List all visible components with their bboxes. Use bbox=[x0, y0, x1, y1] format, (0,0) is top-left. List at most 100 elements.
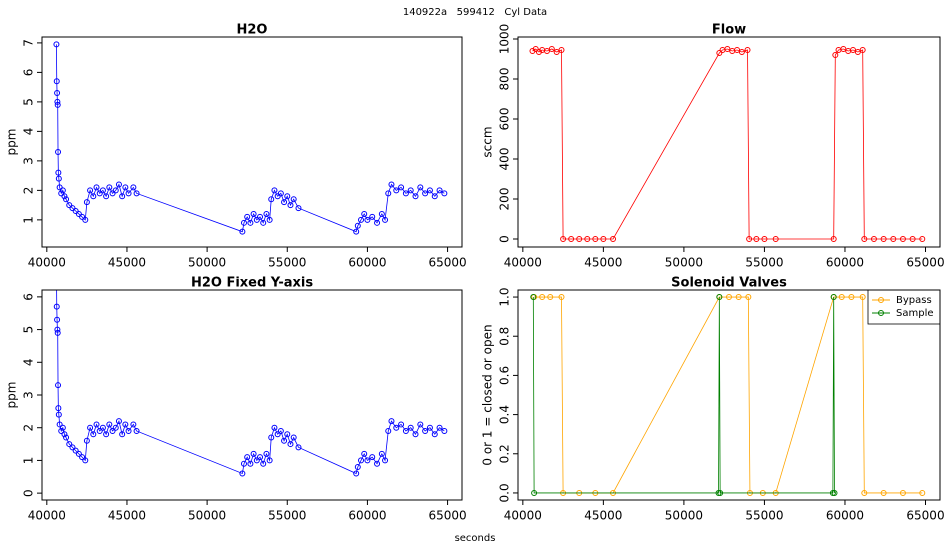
data-point bbox=[830, 294, 837, 301]
y-tick-label: 600 bbox=[498, 108, 512, 131]
data-point bbox=[358, 457, 365, 464]
data-point bbox=[402, 190, 409, 197]
y-axis-label: ppm bbox=[5, 129, 19, 156]
data-point bbox=[115, 181, 122, 188]
data-point bbox=[290, 434, 297, 441]
data-point bbox=[87, 187, 94, 194]
data-point bbox=[568, 236, 575, 242]
data-point bbox=[119, 431, 126, 438]
data-point bbox=[840, 46, 847, 52]
data-point bbox=[53, 303, 60, 310]
data-point bbox=[115, 418, 122, 425]
data-point bbox=[253, 216, 260, 223]
data-point bbox=[854, 49, 861, 55]
data-point bbox=[59, 187, 66, 194]
data-point bbox=[55, 175, 62, 182]
data-point bbox=[861, 489, 868, 496]
data-point bbox=[266, 457, 273, 464]
legend-point bbox=[878, 297, 884, 303]
data-point bbox=[378, 210, 385, 217]
data-point bbox=[831, 489, 838, 496]
data-point bbox=[63, 196, 70, 203]
chart-title: Solenoid Valves bbox=[671, 276, 787, 291]
data-point bbox=[263, 450, 270, 457]
x-tick-label: 65000 bbox=[906, 256, 944, 270]
data-point bbox=[388, 418, 395, 425]
chart-title: H2O Fixed Y-axis bbox=[191, 276, 313, 291]
data-point bbox=[54, 101, 61, 108]
data-point bbox=[848, 294, 855, 301]
legend-label: Bypass bbox=[896, 295, 932, 306]
data-point bbox=[72, 208, 79, 215]
plot-frame bbox=[41, 289, 463, 501]
x-tick-label: 55000 bbox=[745, 256, 783, 270]
data-point bbox=[66, 441, 73, 448]
data-point bbox=[260, 219, 267, 226]
data-point bbox=[530, 294, 537, 301]
plot-area bbox=[530, 294, 926, 496]
data-point bbox=[122, 421, 129, 428]
data-point bbox=[354, 222, 361, 229]
data-point bbox=[870, 236, 877, 242]
y-tick-label: 3 bbox=[22, 157, 36, 165]
y-tick-label: 800 bbox=[498, 68, 512, 91]
data-point bbox=[560, 236, 567, 242]
data-line bbox=[56, 44, 445, 233]
data-point bbox=[369, 454, 376, 461]
y-tick-label: 4 bbox=[22, 358, 36, 366]
data-line bbox=[534, 296, 923, 494]
data-point bbox=[426, 187, 433, 194]
data-point bbox=[859, 294, 866, 301]
data-point bbox=[284, 193, 291, 200]
data-point bbox=[717, 489, 724, 496]
y-tick-label: 0 bbox=[498, 235, 512, 243]
data-point bbox=[274, 193, 281, 200]
data-point bbox=[281, 199, 288, 206]
x-tick-label: 50000 bbox=[188, 509, 226, 523]
x-tick-label: 50000 bbox=[188, 256, 226, 270]
data-point bbox=[287, 202, 294, 209]
data-point bbox=[75, 210, 82, 217]
data-point bbox=[398, 184, 405, 191]
data-point bbox=[358, 216, 365, 223]
data-point bbox=[112, 187, 119, 194]
data-point bbox=[880, 236, 887, 242]
data-point bbox=[382, 457, 389, 464]
data-point bbox=[838, 294, 845, 301]
data-point bbox=[82, 457, 89, 464]
data-point bbox=[385, 190, 392, 197]
y-tick-label: 0.8 bbox=[498, 327, 512, 346]
data-point bbox=[257, 213, 264, 220]
x-tick-label: 40000 bbox=[504, 256, 542, 270]
data-point bbox=[716, 50, 723, 56]
data-point bbox=[919, 236, 926, 242]
data-point bbox=[354, 463, 361, 470]
data-point bbox=[271, 424, 278, 431]
data-point bbox=[96, 427, 103, 434]
chart-title: H2O bbox=[237, 23, 268, 38]
data-point bbox=[83, 199, 90, 206]
data-point bbox=[431, 431, 438, 438]
y-tick-label: 200 bbox=[498, 188, 512, 211]
data-point bbox=[61, 431, 68, 438]
data-line bbox=[532, 297, 835, 494]
figure-title: 140922a 599412 Cyl Data bbox=[403, 7, 547, 18]
plot-frame bbox=[517, 36, 941, 248]
data-point bbox=[772, 236, 779, 242]
x-tick-label: 40000 bbox=[28, 256, 66, 270]
data-point bbox=[761, 236, 768, 242]
data-point bbox=[69, 205, 76, 212]
y-tick-label: 1000 bbox=[498, 24, 512, 55]
data-point bbox=[240, 460, 247, 467]
data-point bbox=[277, 190, 284, 197]
data-point bbox=[832, 52, 839, 58]
data-point bbox=[407, 187, 414, 194]
y-tick-label: 4 bbox=[22, 128, 36, 136]
data-point bbox=[133, 190, 140, 197]
data-point bbox=[859, 47, 866, 53]
data-point bbox=[364, 216, 371, 223]
data-point bbox=[592, 236, 599, 242]
y-tick-label: 2 bbox=[22, 424, 36, 432]
chart-title: Flow bbox=[712, 23, 746, 38]
data-point bbox=[393, 187, 400, 194]
